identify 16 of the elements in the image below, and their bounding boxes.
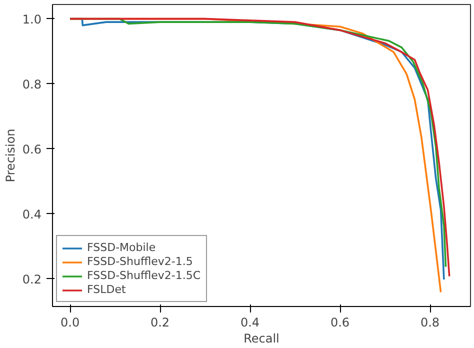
y-tick-label: 0.6 [22, 142, 42, 156]
y-tick-label: 0.8 [22, 77, 42, 92]
legend-label: FSLDet [87, 283, 126, 296]
x-axis-title: Recall [244, 332, 280, 346]
x-tick-label: 0.6 [330, 316, 350, 330]
y-tick-label: 1.0 [22, 12, 42, 26]
x-tick-label: 0.2 [150, 316, 170, 330]
x-tick-label: 0.0 [60, 316, 80, 330]
x-tick-label: 0.8 [420, 316, 440, 330]
y-axis-title: Precision [3, 128, 18, 182]
y-tick-label: 0.4 [22, 207, 42, 222]
legend-label: FSSD-Shufflev2-1.5C [87, 269, 201, 282]
legend-label: FSSD-Shufflev2-1.5 [87, 255, 193, 268]
y-tick-label: 0.2 [22, 272, 42, 286]
legend-label: FSSD-Mobile [87, 241, 156, 254]
x-tick-label: 0.4 [240, 316, 260, 330]
